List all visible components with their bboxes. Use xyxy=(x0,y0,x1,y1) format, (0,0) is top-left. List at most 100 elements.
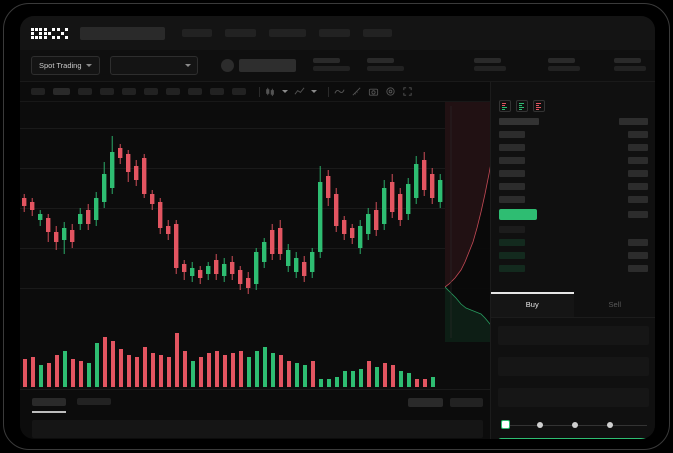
timeframe-chip-1[interactable] xyxy=(53,88,70,95)
slider-handle[interactable] xyxy=(501,420,510,429)
gridline xyxy=(20,168,490,169)
tab-buy-label: Buy xyxy=(525,300,539,309)
nav-item-3[interactable] xyxy=(319,29,350,37)
drawing-tools-icon[interactable] xyxy=(351,86,362,97)
pair-select-dropdown[interactable] xyxy=(109,56,198,75)
orders-tab-history[interactable] xyxy=(77,398,111,405)
orderbook-bid-row[interactable] xyxy=(499,265,525,272)
tab-sell-label: Sell xyxy=(608,300,621,309)
submit-buy-button[interactable] xyxy=(498,438,649,439)
timeframe-chip-3[interactable] xyxy=(100,88,114,95)
orderbook-bid-size xyxy=(628,239,648,246)
orderbook-last-price xyxy=(499,209,537,220)
tab-buy[interactable]: Buy xyxy=(491,292,574,317)
orderbook-display-modes xyxy=(499,100,545,112)
gridline xyxy=(20,208,490,209)
timeframe-chip-0[interactable] xyxy=(31,88,45,95)
device-bezel: Spot Trading xyxy=(3,3,670,450)
orderbook-ask-size xyxy=(628,183,648,190)
market-stat-4 xyxy=(613,57,646,74)
orderbook-ask-size xyxy=(628,196,648,203)
book-mode-bids-icon[interactable] xyxy=(516,100,528,112)
okx-logo-icon[interactable] xyxy=(31,27,68,39)
orderbook-ask-row[interactable] xyxy=(499,131,525,138)
percent-slider[interactable] xyxy=(501,420,647,430)
order-field-price[interactable] xyxy=(498,326,649,345)
timeframe-chip-6[interactable] xyxy=(166,88,180,95)
orders-tab-open[interactable] xyxy=(32,398,66,406)
orderbook-bid-row[interactable] xyxy=(499,252,525,259)
fullscreen-icon[interactable] xyxy=(402,86,413,97)
chevron-down-icon xyxy=(85,64,92,67)
market-stat-2 xyxy=(473,57,506,74)
chevron-down-icon xyxy=(184,64,191,67)
gridline xyxy=(20,288,490,289)
timeframe-chip-8[interactable] xyxy=(210,88,224,95)
timeframe-chip-4[interactable] xyxy=(122,88,136,95)
pair-name-placeholder xyxy=(238,59,296,72)
orderbook-and-form-panel: Buy Sell xyxy=(490,82,655,439)
trading-mode-label: Spot Trading xyxy=(39,61,82,70)
order-field-total[interactable] xyxy=(498,388,649,407)
slider-stop-50[interactable] xyxy=(572,421,578,428)
orders-panel xyxy=(20,389,490,439)
orderbook-bid-row[interactable] xyxy=(499,239,525,246)
orderbook-ask-size xyxy=(628,157,648,164)
orderbook-ask-row[interactable] xyxy=(499,144,525,151)
orderbook-bid-size xyxy=(628,265,648,272)
candlestick-series xyxy=(22,136,443,294)
orderbook-bid-row[interactable] xyxy=(499,226,525,233)
settings-gear-icon[interactable] xyxy=(385,86,396,97)
order-field-amount[interactable] xyxy=(498,357,649,376)
orders-action-1[interactable] xyxy=(450,398,483,407)
candlestick-chart-icon[interactable] xyxy=(265,86,276,97)
toolbar-divider xyxy=(328,86,329,97)
nav-item-4[interactable] xyxy=(363,29,392,37)
orderbook-ask-size xyxy=(628,131,648,138)
timeframe-chip-7[interactable] xyxy=(188,88,202,95)
toolbar-divider xyxy=(259,86,260,97)
slider-stop-25[interactable] xyxy=(537,421,543,428)
indicators-icon[interactable] xyxy=(294,86,305,97)
trading-mode-dropdown[interactable]: Spot Trading xyxy=(31,56,100,75)
gridline xyxy=(20,128,490,129)
camera-icon[interactable] xyxy=(368,86,379,97)
line-chart-icon[interactable] xyxy=(334,86,345,97)
order-book[interactable] xyxy=(491,118,655,288)
price-chart[interactable] xyxy=(20,102,490,389)
coin-avatar xyxy=(220,59,234,72)
market-stat-3 xyxy=(547,57,580,74)
orderbook-ask-row[interactable] xyxy=(499,157,525,164)
orderbook-last-size xyxy=(628,211,648,218)
volume-histogram xyxy=(23,333,435,387)
orderbook-ask-size xyxy=(628,170,648,177)
active-tab-underline xyxy=(491,292,574,294)
nav-item-0[interactable] xyxy=(182,29,212,37)
chevron-down-icon[interactable] xyxy=(282,90,288,93)
timeframe-chip-5[interactable] xyxy=(144,88,158,95)
orderbook-bid-size xyxy=(628,252,648,259)
nav-item-1[interactable] xyxy=(225,29,256,37)
order-form-tabs: Buy Sell xyxy=(491,292,655,318)
timeframe-chip-2[interactable] xyxy=(78,88,92,95)
orderbook-ask-size xyxy=(628,144,648,151)
market-toolbar: Spot Trading xyxy=(20,50,655,82)
top-navigation-bar xyxy=(20,16,655,50)
tab-sell[interactable]: Sell xyxy=(574,292,656,317)
search-input[interactable] xyxy=(80,26,165,40)
slider-stop-75[interactable] xyxy=(607,421,613,428)
chevron-down-icon[interactable] xyxy=(311,90,317,93)
orders-action-0[interactable] xyxy=(408,398,443,407)
book-mode-asks-icon[interactable] xyxy=(533,100,545,112)
orderbook-ask-row[interactable] xyxy=(499,170,525,177)
chart-toolbar xyxy=(20,82,655,102)
gridline xyxy=(20,248,490,249)
orderbook-header-left xyxy=(499,118,539,125)
orderbook-ask-row[interactable] xyxy=(499,196,525,203)
timeframe-chip-9[interactable] xyxy=(232,88,246,95)
book-mode-both-icon[interactable] xyxy=(499,100,511,112)
orderbook-ask-row[interactable] xyxy=(499,183,525,190)
market-stat-1 xyxy=(366,57,404,74)
nav-item-2[interactable] xyxy=(269,29,306,37)
app-screen: Spot Trading xyxy=(20,16,655,439)
